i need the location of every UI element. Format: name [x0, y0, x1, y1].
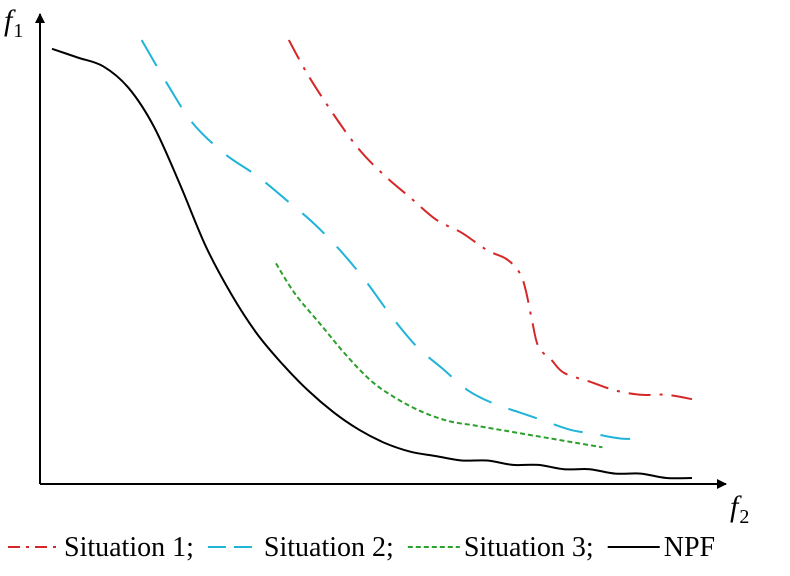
legend-label-1: Situation 1; — [64, 532, 194, 563]
series-line-4 — [51, 47, 693, 480]
series-line-3 — [275, 262, 603, 449]
x-axis-label: f2 — [730, 490, 749, 528]
legend-label-4: NPF — [664, 532, 715, 563]
legend-label-3: Situation 3; — [464, 532, 594, 563]
series-line-1 — [287, 39, 693, 401]
plot-area — [51, 39, 693, 480]
y-axis-label: f1 — [4, 4, 23, 42]
legend-label-2: Situation 2; — [264, 532, 394, 563]
series-line-2 — [140, 39, 648, 440]
legend: Situation 1; Situation 2; Situation 3; NPF — [8, 532, 715, 563]
